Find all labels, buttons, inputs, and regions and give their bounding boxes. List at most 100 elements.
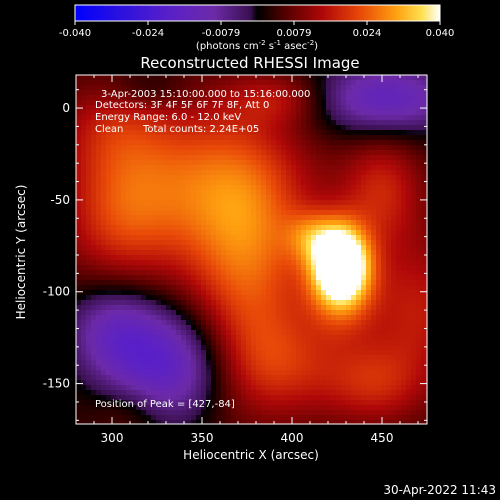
- heatmap-cell: [416, 155, 422, 161]
- heatmap-cell: [296, 80, 302, 86]
- heatmap-cell: [161, 190, 167, 196]
- heatmap-cell: [341, 220, 347, 226]
- heatmap-cell: [411, 360, 417, 366]
- heatmap-cell: [76, 230, 82, 236]
- heatmap-cell: [226, 135, 232, 141]
- heatmap-cell: [131, 155, 137, 161]
- heatmap-cell: [116, 395, 122, 401]
- heatmap-cell: [381, 395, 387, 401]
- heatmap-cell: [191, 315, 197, 321]
- heatmap-cell: [126, 395, 132, 401]
- heatmap-cell: [141, 390, 147, 396]
- heatmap-cell: [366, 380, 372, 386]
- heatmap-cell: [116, 375, 122, 381]
- heatmap-cell: [341, 140, 347, 146]
- heatmap-cell: [76, 415, 82, 421]
- heatmap-cell: [261, 215, 267, 221]
- heatmap-cell: [326, 275, 332, 281]
- heatmap-cell: [421, 255, 427, 261]
- heatmap-cell: [266, 140, 272, 146]
- heatmap-cell: [216, 250, 222, 256]
- heatmap-cell: [191, 330, 197, 336]
- heatmap-cell: [291, 130, 297, 136]
- heatmap-cell: [336, 265, 342, 271]
- heatmap-cell: [331, 390, 337, 396]
- heatmap-cell: [346, 125, 352, 131]
- heatmap-cell: [121, 395, 127, 401]
- heatmap-cell: [326, 190, 332, 196]
- heatmap-cell: [206, 185, 212, 191]
- heatmap-cell: [401, 135, 407, 141]
- heatmap-cell: [301, 210, 307, 216]
- heatmap-cell: [386, 390, 392, 396]
- heatmap-cell: [251, 215, 257, 221]
- heatmap-cell: [346, 405, 352, 411]
- heatmap-cell: [221, 270, 227, 276]
- heatmap-cell: [331, 295, 337, 301]
- heatmap-cell: [276, 325, 282, 331]
- heatmap-cell: [141, 85, 147, 91]
- heatmap-cell: [416, 200, 422, 206]
- heatmap-cell: [246, 405, 252, 411]
- heatmap-cell: [86, 170, 92, 176]
- heatmap-cell: [206, 75, 212, 81]
- heatmap-cell: [201, 335, 207, 341]
- heatmap-cell: [286, 315, 292, 321]
- heatmap-cell: [361, 110, 367, 116]
- heatmap-cell: [356, 320, 362, 326]
- heatmap-cell: [206, 260, 212, 266]
- heatmap-cell: [361, 90, 367, 96]
- heatmap-cell: [211, 310, 217, 316]
- heatmap-cell: [181, 290, 187, 296]
- heatmap-cell: [306, 415, 312, 421]
- heatmap-cell: [371, 180, 377, 186]
- heatmap-cell: [361, 410, 367, 416]
- heatmap-cell: [401, 190, 407, 196]
- heatmap-cell: [181, 150, 187, 156]
- heatmap-cell: [106, 250, 112, 256]
- heatmap-cell: [191, 115, 197, 121]
- heatmap-cell: [366, 75, 372, 81]
- heatmap-cell: [216, 130, 222, 136]
- heatmap-cell: [236, 95, 242, 101]
- heatmap-cell: [201, 190, 207, 196]
- heatmap-cell: [396, 395, 402, 401]
- heatmap-cell: [381, 160, 387, 166]
- heatmap-cell: [221, 175, 227, 181]
- heatmap-cell: [106, 255, 112, 261]
- heatmap-cell: [311, 100, 317, 106]
- heatmap-cell: [291, 205, 297, 211]
- heatmap-cell: [326, 105, 332, 111]
- heatmap-cell: [391, 245, 397, 251]
- heatmap-cell: [106, 300, 112, 306]
- heatmap-cell: [186, 275, 192, 281]
- heatmap-cell: [166, 230, 172, 236]
- heatmap-cell: [311, 370, 317, 376]
- heatmap-cell: [266, 310, 272, 316]
- heatmap-cell: [291, 340, 297, 346]
- heatmap-cell: [341, 295, 347, 301]
- heatmap-cell: [166, 215, 172, 221]
- heatmap-cell: [316, 190, 322, 196]
- heatmap-cell: [256, 255, 262, 261]
- heatmap-cell: [306, 340, 312, 346]
- heatmap-cell: [261, 90, 267, 96]
- heatmap-cell: [271, 145, 277, 151]
- heatmap-cell: [231, 365, 237, 371]
- heatmap-cell: [396, 330, 402, 336]
- heatmap-cell: [166, 130, 172, 136]
- heatmap-cell: [181, 270, 187, 276]
- heatmap-cell: [281, 285, 287, 291]
- heatmap-cell: [391, 105, 397, 111]
- heatmap-cell: [416, 90, 422, 96]
- heatmap-cell: [366, 80, 372, 86]
- heatmap-cell: [371, 160, 377, 166]
- heatmap-cell: [81, 80, 87, 86]
- heatmap-cell: [236, 315, 242, 321]
- heatmap-cell: [81, 420, 87, 425]
- heatmap-cell: [266, 330, 272, 336]
- heatmap-cell: [151, 375, 157, 381]
- heatmap-cell: [311, 135, 317, 141]
- heatmap-cell: [411, 255, 417, 261]
- heatmap-cell: [86, 260, 92, 266]
